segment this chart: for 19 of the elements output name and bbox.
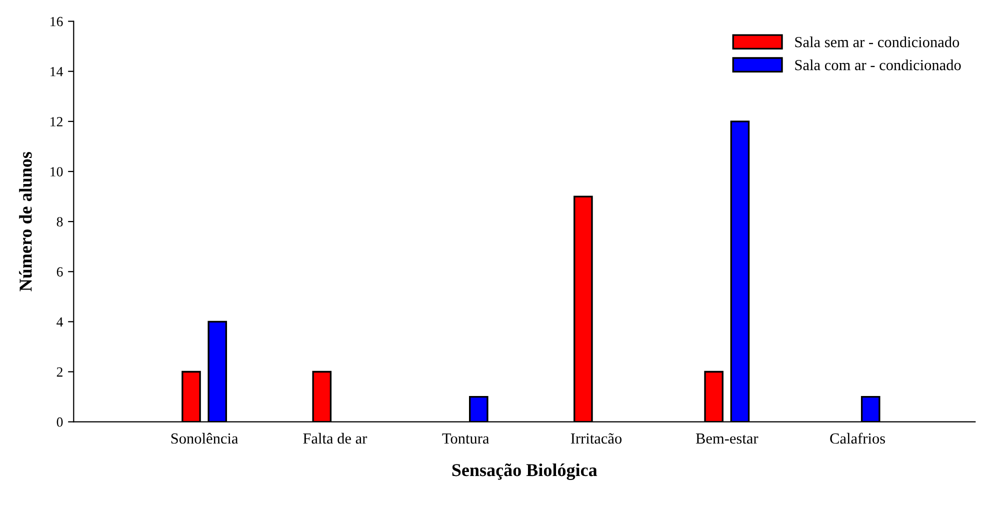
x-tick-label: Irritacão xyxy=(570,433,622,444)
y-tick-label: 12 xyxy=(50,117,62,126)
legend-label: Sala sem ar - condicionado xyxy=(795,36,960,48)
y-tick-label: 10 xyxy=(50,167,63,176)
y-tick-label: 2 xyxy=(56,367,62,377)
y-tick-label: 4 xyxy=(56,317,64,327)
x-axis-title: Sensação Biológica xyxy=(452,463,598,480)
x-tick-label: Sonolência xyxy=(171,432,238,444)
x-tick-label: Tontura xyxy=(442,434,490,444)
y-tick-label: 6 xyxy=(56,267,63,277)
y-tick-label: 14 xyxy=(50,67,64,76)
y-tick-label: 0 xyxy=(56,417,63,427)
y-axis-title: Número de alunos xyxy=(19,152,32,292)
y-tick-label: 16 xyxy=(50,16,63,26)
legend-label: Sala com ar - condicionado xyxy=(795,59,961,70)
y-tick-label: 8 xyxy=(56,217,63,227)
x-tick-label: Falta de ar xyxy=(303,432,368,444)
x-tick-label: Calafrios xyxy=(830,432,885,444)
x-tick-label: Bem-estar xyxy=(696,434,758,444)
